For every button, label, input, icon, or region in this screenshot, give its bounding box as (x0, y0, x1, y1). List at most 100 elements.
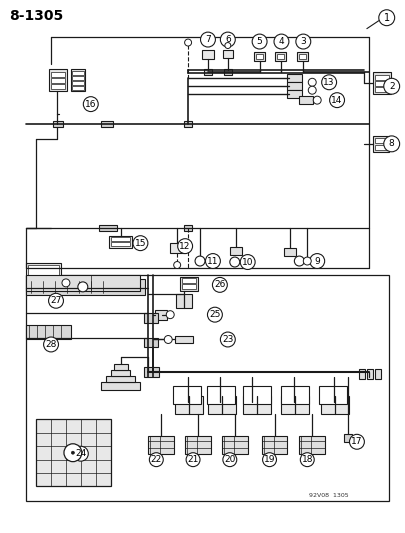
Bar (243, 396, 271, 414)
Circle shape (220, 32, 235, 47)
Bar (145, 337, 158, 348)
Bar (184, 225, 192, 231)
Circle shape (252, 34, 267, 49)
Circle shape (274, 34, 289, 49)
Bar (182, 284, 196, 289)
Bar (243, 386, 271, 404)
Bar (254, 52, 264, 61)
Text: 21: 21 (188, 455, 199, 464)
Circle shape (384, 136, 400, 152)
Circle shape (310, 254, 325, 269)
Text: 8-1305: 8-1305 (9, 9, 64, 23)
Bar (367, 369, 373, 379)
Circle shape (301, 453, 314, 466)
Circle shape (186, 453, 200, 466)
Bar (114, 365, 128, 370)
Text: 23: 23 (222, 335, 234, 344)
Circle shape (195, 256, 205, 266)
Bar (26, 279, 145, 295)
Bar (145, 367, 159, 377)
Bar (321, 396, 349, 414)
Bar (173, 386, 201, 404)
Text: 15: 15 (135, 239, 146, 248)
Bar (145, 313, 158, 322)
Bar (101, 121, 113, 127)
Bar (204, 69, 212, 75)
Circle shape (166, 311, 174, 319)
Circle shape (133, 236, 148, 251)
Bar (208, 396, 236, 414)
Text: 19: 19 (264, 455, 275, 464)
Text: 7: 7 (205, 35, 211, 44)
Text: 28: 28 (45, 340, 57, 349)
Bar (359, 369, 365, 379)
Circle shape (200, 32, 215, 47)
Bar (373, 136, 389, 152)
Circle shape (174, 262, 181, 269)
Bar (288, 82, 302, 90)
Circle shape (384, 78, 400, 94)
Circle shape (73, 446, 88, 461)
Text: 5: 5 (257, 37, 262, 46)
Circle shape (322, 75, 337, 90)
Bar (222, 436, 248, 454)
Bar (175, 335, 193, 343)
Bar (101, 382, 141, 390)
Bar (72, 81, 84, 85)
Circle shape (379, 10, 395, 26)
Bar (51, 78, 65, 83)
Text: 10: 10 (242, 257, 254, 266)
Circle shape (164, 335, 172, 343)
Bar (319, 386, 347, 404)
Bar (185, 436, 211, 454)
Text: 2: 2 (389, 82, 394, 91)
Circle shape (262, 453, 277, 466)
Circle shape (303, 257, 311, 265)
Text: 11: 11 (207, 256, 219, 265)
Bar (288, 90, 302, 98)
Bar (224, 69, 232, 75)
Bar (111, 237, 130, 241)
Bar (156, 310, 167, 320)
Bar (53, 121, 63, 127)
Text: 17: 17 (351, 437, 363, 446)
Circle shape (220, 332, 235, 347)
Bar (71, 69, 85, 91)
Text: 8: 8 (389, 139, 394, 148)
Bar (26, 275, 389, 502)
Bar (180, 277, 198, 291)
Circle shape (149, 453, 163, 466)
Circle shape (308, 86, 316, 94)
Bar (49, 69, 67, 91)
Text: 12: 12 (179, 241, 191, 251)
Text: 92V08  1305: 92V08 1305 (309, 494, 349, 498)
Bar (230, 247, 242, 255)
Bar (26, 263, 61, 278)
Circle shape (178, 239, 192, 254)
Bar (223, 51, 233, 59)
Circle shape (185, 39, 192, 46)
Circle shape (313, 96, 321, 104)
Bar (51, 72, 65, 77)
Bar (99, 225, 117, 231)
Text: 26: 26 (214, 280, 226, 289)
Circle shape (225, 43, 231, 49)
Text: 1: 1 (384, 13, 390, 23)
Text: 6: 6 (225, 35, 231, 44)
Circle shape (71, 451, 75, 454)
Circle shape (64, 444, 82, 462)
Bar (288, 74, 302, 82)
Bar (299, 54, 306, 60)
Text: 25: 25 (209, 310, 221, 319)
Bar (297, 52, 308, 61)
Circle shape (350, 434, 364, 449)
Bar (281, 386, 309, 404)
Bar (51, 84, 65, 89)
Bar (375, 75, 389, 80)
Bar (176, 294, 192, 308)
Circle shape (213, 277, 227, 292)
Bar (284, 248, 296, 256)
Bar (109, 236, 132, 248)
Circle shape (78, 282, 88, 292)
Text: 3: 3 (301, 37, 306, 46)
